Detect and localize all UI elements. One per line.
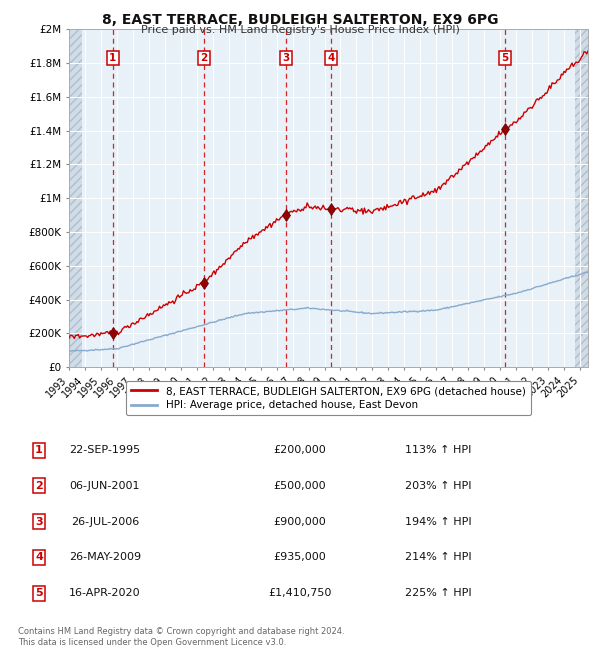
Text: 4: 4 xyxy=(35,552,43,562)
Text: £200,000: £200,000 xyxy=(274,445,326,455)
Text: 214% ↑ HPI: 214% ↑ HPI xyxy=(404,552,472,562)
Text: £1,410,750: £1,410,750 xyxy=(268,588,332,598)
Text: 22-SEP-1995: 22-SEP-1995 xyxy=(70,445,140,455)
Bar xyxy=(575,29,588,367)
Text: 194% ↑ HPI: 194% ↑ HPI xyxy=(404,517,472,526)
Text: Contains HM Land Registry data © Crown copyright and database right 2024.
This d: Contains HM Land Registry data © Crown c… xyxy=(18,627,344,647)
Text: 4: 4 xyxy=(327,53,335,63)
Text: 1: 1 xyxy=(35,445,43,455)
Text: £935,000: £935,000 xyxy=(274,552,326,562)
Text: 225% ↑ HPI: 225% ↑ HPI xyxy=(404,588,472,598)
Text: 3: 3 xyxy=(282,53,289,63)
Text: 1: 1 xyxy=(109,53,116,63)
Text: 06-JUN-2001: 06-JUN-2001 xyxy=(70,481,140,491)
Text: 5: 5 xyxy=(35,588,43,598)
Text: 2: 2 xyxy=(35,481,43,491)
Text: 113% ↑ HPI: 113% ↑ HPI xyxy=(405,445,471,455)
Text: 26-JUL-2006: 26-JUL-2006 xyxy=(71,517,139,526)
Text: £500,000: £500,000 xyxy=(274,481,326,491)
Text: Price paid vs. HM Land Registry's House Price Index (HPI): Price paid vs. HM Land Registry's House … xyxy=(140,25,460,34)
Text: 3: 3 xyxy=(35,517,43,526)
Text: 5: 5 xyxy=(501,53,508,63)
Text: 203% ↑ HPI: 203% ↑ HPI xyxy=(405,481,471,491)
Bar xyxy=(69,29,82,367)
Text: 8, EAST TERRACE, BUDLEIGH SALTERTON, EX9 6PG: 8, EAST TERRACE, BUDLEIGH SALTERTON, EX9… xyxy=(102,13,498,27)
Text: £900,000: £900,000 xyxy=(274,517,326,526)
Text: 2: 2 xyxy=(200,53,207,63)
Text: 26-MAY-2009: 26-MAY-2009 xyxy=(69,552,141,562)
Legend: 8, EAST TERRACE, BUDLEIGH SALTERTON, EX9 6PG (detached house), HPI: Average pric: 8, EAST TERRACE, BUDLEIGH SALTERTON, EX9… xyxy=(126,381,531,415)
Text: 16-APR-2020: 16-APR-2020 xyxy=(69,588,141,598)
